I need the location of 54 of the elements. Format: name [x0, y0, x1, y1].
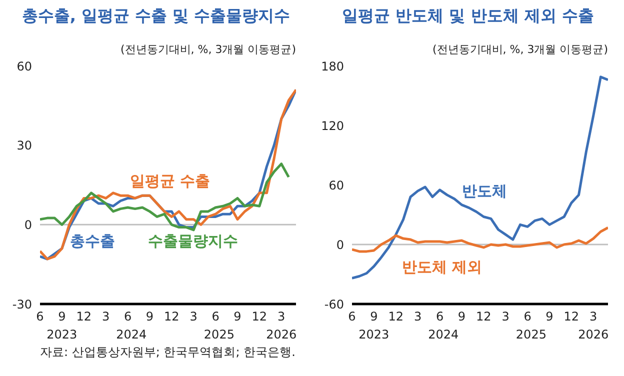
x-tick-label: 3 — [190, 310, 198, 324]
y-tick-label: 30 — [16, 138, 32, 153]
x-tick-label: 9 — [234, 310, 242, 324]
y-tick-label: 0 — [336, 238, 344, 252]
y-tick-label: -30 — [12, 297, 32, 312]
x-tick-label: 12 — [76, 310, 92, 324]
x-tick-label: 3 — [278, 310, 286, 324]
y-tick-label: 120 — [321, 118, 344, 133]
y-tick-label: 60 — [16, 59, 32, 74]
series-label: 수출물량지수 — [148, 232, 238, 251]
text: 2026 — [578, 328, 609, 342]
x-tick-label: 12 — [388, 310, 404, 324]
series-label: 반도체 제외 — [402, 258, 482, 277]
y-tick-label: 180 — [321, 59, 344, 74]
x-tick-label: 3 — [414, 310, 422, 324]
y-tick-label: 60 — [328, 178, 344, 192]
text: 2023 — [46, 328, 78, 342]
text: 2024 — [428, 328, 459, 342]
y-tick-label: 0 — [24, 218, 32, 232]
y-tick-label: -60 — [324, 297, 344, 312]
x-tick-label: 6 — [436, 310, 444, 324]
x-tick-label: 12 — [164, 310, 180, 324]
series-label: 반도체 — [462, 182, 507, 201]
x-tick-label: 9 — [58, 310, 66, 324]
text: 2025 — [204, 328, 234, 342]
chart-title: 일평균 반도체 및 반도체 제외 수출 — [341, 6, 595, 27]
x-tick-label: 3 — [590, 310, 598, 324]
x-tick-label: 12 — [564, 310, 580, 324]
x-tick-label: 3 — [502, 310, 510, 324]
text: 2024 — [116, 328, 147, 342]
line-series — [40, 162, 290, 232]
line-series — [352, 226, 608, 253]
x-tick-label: 12 — [476, 310, 492, 324]
x-tick-label: 6 — [524, 310, 532, 324]
chart-title: 총수출, 일평균 수출 및 수출물량지수 — [20, 6, 292, 27]
x-tick-label: 9 — [458, 310, 466, 324]
series-label: 일평균 수출 — [130, 172, 210, 191]
x-tick-label: 6 — [348, 310, 356, 324]
x-tick-label: 9 — [546, 310, 554, 324]
text: 2026 — [266, 328, 297, 342]
x-tick-label: 6 — [212, 310, 220, 324]
x-tick-label: 3 — [102, 310, 110, 324]
x-tick-label: 9 — [370, 310, 378, 324]
chart-subtitle: (전년동기대비, %, 3개월 이동평균) — [120, 42, 296, 57]
line-series — [352, 76, 608, 280]
x-tick-label: 12 — [252, 310, 268, 324]
chart-subtitle: (전년동기대비, %, 3개월 이동평균) — [432, 42, 608, 57]
x-tick-label: 6 — [36, 310, 44, 324]
series-label: 총수출 — [70, 232, 115, 251]
text: 2023 — [358, 328, 390, 342]
text: 2025 — [516, 328, 546, 342]
text: 자료: 산업통상자원부; 한국무역협회; 한국은행. — [40, 344, 296, 361]
x-tick-label: 9 — [146, 310, 154, 324]
x-tick-label: 6 — [124, 310, 132, 324]
